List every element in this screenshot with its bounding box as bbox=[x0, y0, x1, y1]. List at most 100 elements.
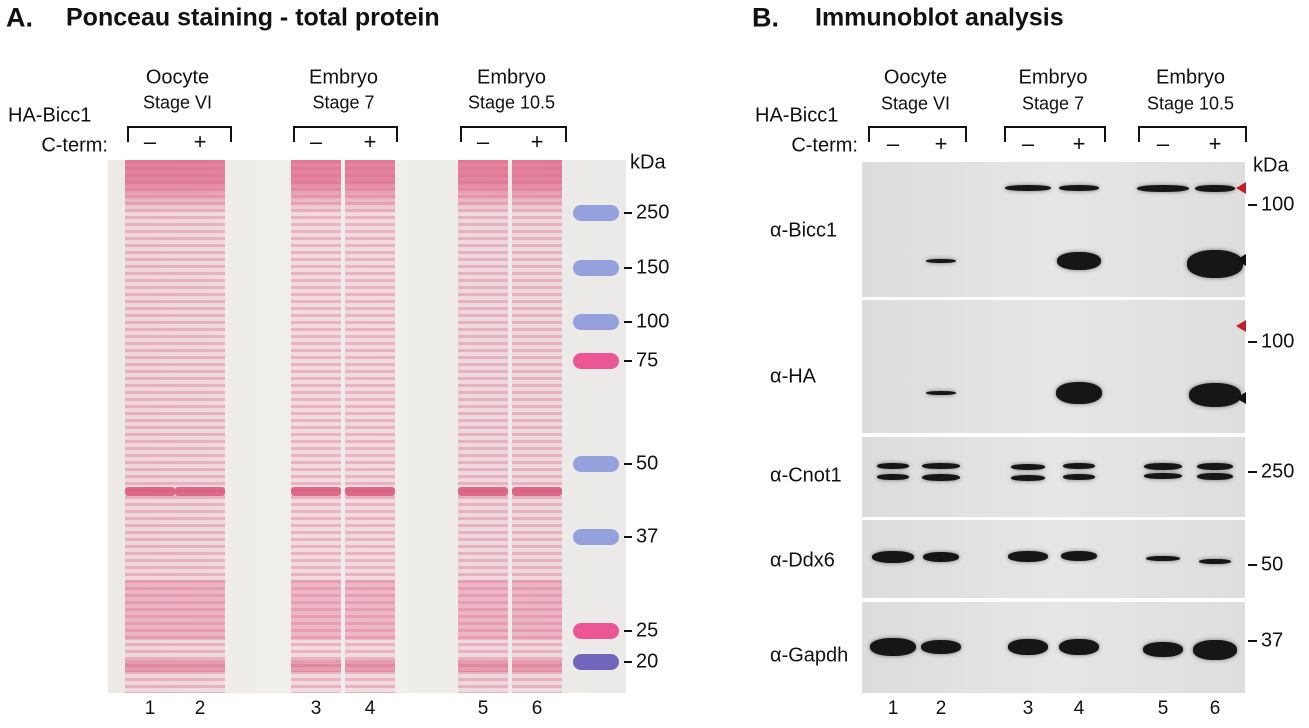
ponceau-band bbox=[345, 660, 395, 672]
lane-number: 3 bbox=[1022, 698, 1034, 719]
ponceau-band bbox=[458, 580, 508, 640]
band bbox=[926, 391, 956, 395]
ponceau-band bbox=[291, 487, 341, 496]
ladder-band bbox=[573, 353, 619, 369]
band bbox=[1063, 463, 1095, 469]
group-stage: Stage 10.5 bbox=[467, 92, 556, 113]
immunoblot bbox=[862, 602, 1245, 693]
ponceau-band bbox=[512, 580, 562, 640]
ladder-band bbox=[573, 456, 619, 472]
group-name: Oocyte bbox=[883, 66, 948, 89]
bracket bbox=[293, 126, 398, 142]
bracket bbox=[460, 126, 567, 142]
panel-title: Immunoblot analysis bbox=[815, 3, 1064, 32]
row-label: C-term: bbox=[41, 134, 108, 157]
sign: + bbox=[1208, 131, 1222, 156]
ponceau-band bbox=[175, 660, 225, 672]
sign: + bbox=[193, 129, 207, 154]
band bbox=[923, 552, 959, 562]
band bbox=[1059, 185, 1099, 191]
marker-tick bbox=[624, 463, 632, 465]
marker-tick bbox=[624, 630, 632, 632]
marker-label: 50 bbox=[1261, 553, 1284, 576]
marker-tick bbox=[624, 360, 632, 362]
band bbox=[922, 463, 960, 469]
group-stage: Stage 7 bbox=[312, 92, 375, 113]
lane-number: 6 bbox=[531, 698, 543, 719]
ponceau-band bbox=[125, 660, 175, 672]
marker-tick bbox=[624, 267, 632, 269]
lane-number: 2 bbox=[194, 698, 206, 719]
unit-label: kDa bbox=[630, 151, 666, 174]
lane-number: 1 bbox=[144, 698, 156, 719]
band bbox=[922, 473, 960, 481]
ponceau-band bbox=[458, 660, 508, 672]
sign: – bbox=[1156, 131, 1170, 156]
sign: + bbox=[934, 131, 948, 156]
lane-number: 5 bbox=[1157, 698, 1169, 719]
blot-label: α-HA bbox=[770, 365, 817, 388]
lane-number: 5 bbox=[477, 698, 489, 719]
band bbox=[1008, 639, 1048, 655]
ponceau-band bbox=[458, 487, 508, 496]
ponceau-band bbox=[345, 487, 395, 496]
marker-label: 37 bbox=[1261, 629, 1284, 652]
marker-label: 100 bbox=[1261, 330, 1295, 353]
group-name: Embryo bbox=[477, 66, 546, 89]
blot-label: α-Gapdh bbox=[770, 644, 849, 667]
row-label: HA-Bicc1 bbox=[8, 104, 92, 127]
band bbox=[1197, 472, 1233, 480]
marker-tick bbox=[624, 212, 632, 214]
ladder-band bbox=[573, 314, 619, 330]
lane-number: 6 bbox=[1209, 698, 1221, 719]
marker-label: 75 bbox=[636, 349, 659, 372]
ladder-band bbox=[573, 623, 619, 639]
blot-label: α-Bicc1 bbox=[770, 219, 838, 242]
ponceau-lane bbox=[175, 160, 225, 693]
immunoblot bbox=[862, 437, 1245, 517]
ponceau-band bbox=[512, 660, 562, 672]
group-stage: Stage 10.5 bbox=[1146, 93, 1235, 114]
band bbox=[1057, 252, 1101, 270]
sign: – bbox=[143, 129, 157, 154]
band bbox=[1061, 551, 1097, 561]
band bbox=[1193, 640, 1237, 660]
marker-tick bbox=[1248, 640, 1257, 642]
ponceau-lane bbox=[345, 160, 395, 693]
arrowhead bbox=[1236, 392, 1246, 404]
ponceau-band bbox=[175, 580, 225, 640]
band bbox=[1199, 558, 1231, 564]
ladder-band bbox=[573, 654, 619, 670]
band bbox=[870, 638, 916, 656]
ponceau-lane bbox=[512, 160, 562, 693]
group-stage: Stage VI bbox=[142, 92, 213, 113]
marker-label: 250 bbox=[636, 201, 670, 224]
band bbox=[1063, 474, 1095, 480]
arrowhead bbox=[1236, 182, 1246, 194]
lane-number: 4 bbox=[364, 698, 376, 719]
band bbox=[921, 640, 961, 654]
marker-label: 37 bbox=[636, 525, 659, 548]
ladder-band bbox=[573, 260, 619, 276]
blot-label: α-Ddx6 bbox=[770, 549, 835, 572]
bracket bbox=[1138, 126, 1247, 142]
panel-letter: B. bbox=[752, 2, 779, 33]
sign: + bbox=[1072, 131, 1086, 156]
marker-label: 250 bbox=[1261, 460, 1295, 483]
marker-tick bbox=[624, 536, 632, 538]
ponceau-band bbox=[291, 580, 341, 640]
band bbox=[1011, 464, 1045, 470]
marker-label: 50 bbox=[636, 452, 659, 475]
ladder-band bbox=[573, 529, 619, 545]
blot-label: α-Cnot1 bbox=[770, 464, 842, 487]
group-stage: Stage VI bbox=[880, 93, 951, 114]
lane-number: 2 bbox=[935, 698, 947, 719]
band bbox=[877, 463, 909, 469]
marker-label: 100 bbox=[1261, 193, 1295, 216]
arrowhead bbox=[1236, 254, 1246, 266]
ponceau-band bbox=[512, 487, 562, 496]
band bbox=[1144, 473, 1182, 479]
band bbox=[926, 259, 956, 263]
marker-tick bbox=[1248, 564, 1257, 566]
